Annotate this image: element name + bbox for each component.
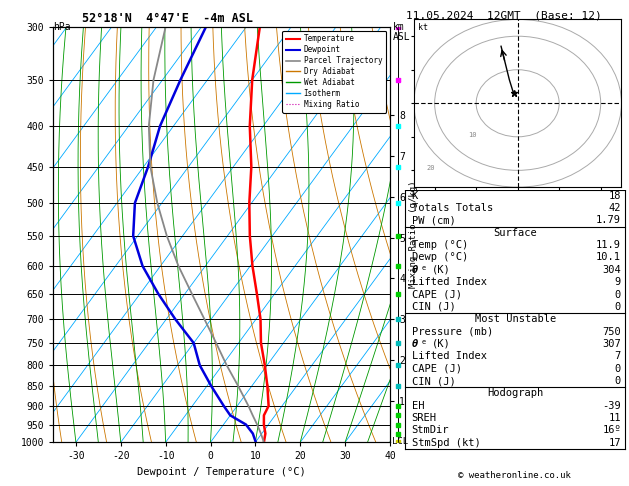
Text: 20: 20 <box>426 165 435 172</box>
Text: Surface: Surface <box>493 228 537 238</box>
Text: 0: 0 <box>615 290 621 299</box>
Text: 307: 307 <box>602 339 621 349</box>
Text: -39: -39 <box>602 401 621 411</box>
Text: PW (cm): PW (cm) <box>411 215 455 226</box>
Text: 11: 11 <box>608 413 621 423</box>
Text: Lifted Index: Lifted Index <box>411 277 487 287</box>
Text: Lifted Index: Lifted Index <box>411 351 487 361</box>
Text: e: e <box>421 265 426 271</box>
Text: Dewp (°C): Dewp (°C) <box>411 253 468 262</box>
Text: 10.1: 10.1 <box>596 253 621 262</box>
Text: CIN (J): CIN (J) <box>411 376 455 386</box>
Text: CAPE (J): CAPE (J) <box>411 290 462 299</box>
Text: kt: kt <box>418 22 428 32</box>
Text: 11.05.2024  12GMT  (Base: 12): 11.05.2024 12GMT (Base: 12) <box>406 11 601 21</box>
Text: θ: θ <box>411 265 418 275</box>
Text: ≡: ≡ <box>395 77 401 83</box>
Text: 1.79: 1.79 <box>596 215 621 226</box>
Text: K: K <box>411 191 418 201</box>
Text: e: e <box>421 339 426 346</box>
Text: ASL: ASL <box>392 32 410 42</box>
Legend: Temperature, Dewpoint, Parcel Trajectory, Dry Adiabat, Wet Adiabat, Isotherm, Mi: Temperature, Dewpoint, Parcel Trajectory… <box>282 31 386 113</box>
Text: 0: 0 <box>615 376 621 386</box>
Text: 11.9: 11.9 <box>596 240 621 250</box>
Text: Pressure (mb): Pressure (mb) <box>411 327 493 337</box>
Text: 7: 7 <box>615 351 621 361</box>
Text: Hodograph: Hodograph <box>487 388 543 399</box>
X-axis label: Dewpoint / Temperature (°C): Dewpoint / Temperature (°C) <box>137 467 306 477</box>
Text: 52°18'N  4°47'E  -4m ASL: 52°18'N 4°47'E -4m ASL <box>82 12 253 25</box>
Text: km: km <box>392 22 404 32</box>
Text: EH: EH <box>411 401 424 411</box>
Text: 18: 18 <box>608 191 621 201</box>
Text: StmSpd (kt): StmSpd (kt) <box>411 438 481 448</box>
Text: 9: 9 <box>615 277 621 287</box>
Text: 0: 0 <box>615 364 621 374</box>
Text: CIN (J): CIN (J) <box>411 302 455 312</box>
Text: SREH: SREH <box>411 413 437 423</box>
Text: Totals Totals: Totals Totals <box>411 203 493 213</box>
Text: CAPE (J): CAPE (J) <box>411 364 462 374</box>
Y-axis label: Mixing Ratio  (g/kg): Mixing Ratio (g/kg) <box>409 181 418 288</box>
Text: θ: θ <box>411 339 418 349</box>
Text: Temp (°C): Temp (°C) <box>411 240 468 250</box>
Text: Most Unstable: Most Unstable <box>474 314 556 324</box>
Text: 304: 304 <box>602 265 621 275</box>
Text: © weatheronline.co.uk: © weatheronline.co.uk <box>458 471 571 480</box>
Text: 42: 42 <box>608 203 621 213</box>
Text: (K): (K) <box>432 265 450 275</box>
Text: 16º: 16º <box>602 425 621 435</box>
Text: (K): (K) <box>432 339 450 349</box>
Text: StmDir: StmDir <box>411 425 449 435</box>
Text: 750: 750 <box>602 327 621 337</box>
Text: 10: 10 <box>468 132 476 138</box>
Text: 0: 0 <box>615 302 621 312</box>
Text: LCL: LCL <box>392 437 408 446</box>
Text: 17: 17 <box>608 438 621 448</box>
Text: hPa: hPa <box>53 22 71 32</box>
